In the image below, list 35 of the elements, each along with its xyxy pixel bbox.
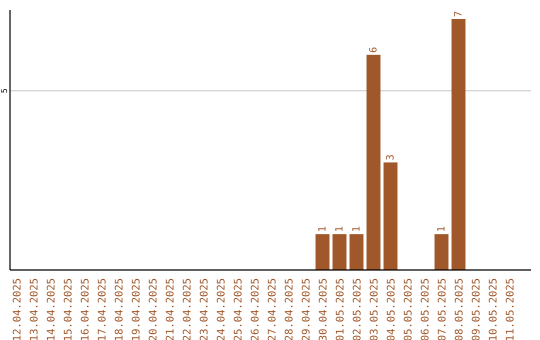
x-tick-label: 18.04.2025	[114, 278, 126, 340]
y-tick-label: 5	[0, 88, 9, 94]
data-label: 1	[318, 226, 328, 232]
bar	[350, 234, 364, 270]
bar	[366, 54, 380, 270]
x-tick-label: 19.04.2025	[130, 278, 142, 340]
bar	[452, 18, 466, 270]
x-tick-label: 10.05.2025	[488, 278, 500, 340]
data-label: 1	[436, 226, 448, 232]
x-tick-label: 23.04.2025	[198, 278, 210, 340]
data-label: 6	[368, 46, 380, 53]
x-tick-label: 15.04.2025	[62, 278, 74, 340]
x-tick-label: 12.04.2025	[12, 278, 24, 340]
x-tick-label: 26.04.2025	[250, 278, 262, 340]
x-tick-label: 29.04.2025	[300, 278, 312, 340]
bar	[434, 234, 448, 270]
x-tick-label: 11.05.2025	[504, 278, 516, 340]
x-tick-label: 24.04.2025	[216, 278, 228, 340]
x-tick-label: 16.04.2025	[80, 278, 92, 340]
data-label: 7	[454, 10, 464, 17]
data-label: 3	[386, 154, 396, 160]
x-tick-label: 20.04.2025	[148, 278, 160, 340]
x-tick-label: 27.04.2025	[266, 278, 278, 340]
x-tick-label: 17.04.2025	[96, 278, 108, 340]
x-tick-label: 14.04.2025	[46, 278, 58, 340]
x-tick-label: 22.04.2025	[182, 278, 194, 340]
data-label: 1	[352, 226, 362, 232]
x-tick-label: 25.04.2025	[232, 278, 244, 340]
x-tick-label: 28.04.2025	[284, 278, 296, 340]
x-tick-label: 21.04.2025	[164, 278, 176, 340]
x-tick-label: 13.04.2025	[28, 278, 40, 340]
data-label: 1	[334, 226, 346, 232]
bar	[384, 162, 398, 270]
bar	[332, 234, 346, 270]
bar	[316, 234, 330, 270]
